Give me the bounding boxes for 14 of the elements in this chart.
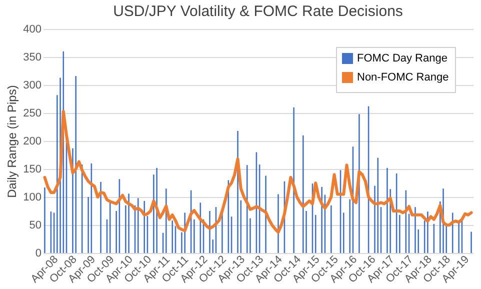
- y-axis-title: Daily Range (in Pips): [5, 85, 20, 198]
- legend-label: FOMC Day Range: [357, 52, 448, 64]
- y-tick-label: 400: [23, 24, 42, 36]
- y-tick-label: 0: [35, 248, 42, 260]
- y-tick-label: 50: [29, 220, 42, 232]
- y-tick-label: 200: [23, 136, 42, 148]
- y-tick-label: 250: [23, 108, 42, 120]
- y-tick-label: 100: [23, 192, 42, 204]
- legend-label: Non-FOMC Range: [357, 72, 449, 84]
- chart-title: USD/JPY Volatility & FOMC Rate Decisions: [113, 3, 403, 20]
- y-tick-label: 300: [23, 80, 42, 92]
- y-tick-label: 350: [23, 52, 42, 64]
- line-series: [43, 110, 473, 234]
- y-tick-label: 150: [23, 164, 42, 176]
